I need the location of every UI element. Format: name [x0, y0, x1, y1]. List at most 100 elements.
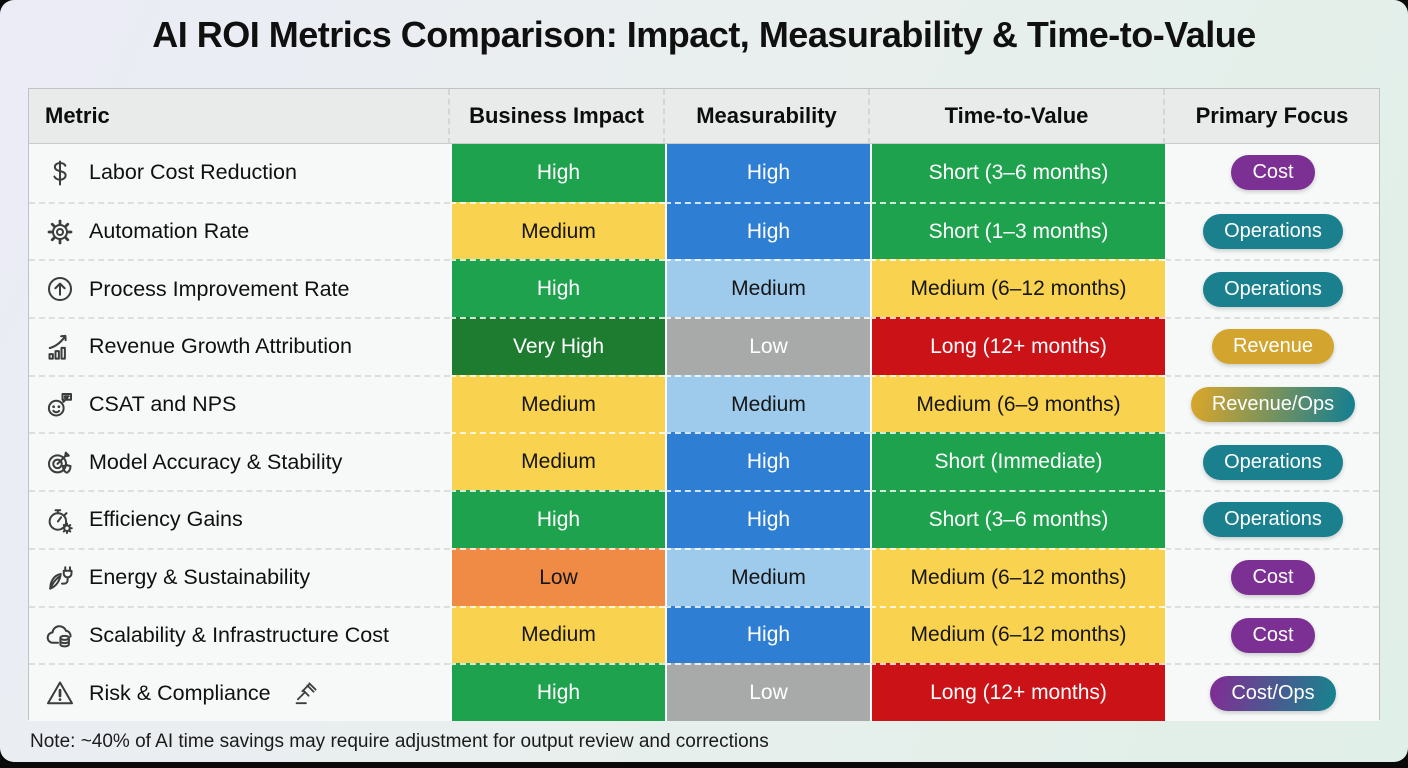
table-row: Efficiency Gains High High Short (3–6 mo…: [29, 490, 1379, 548]
cloud-database-icon: [44, 620, 76, 650]
focus-badge: Operations: [1203, 444, 1343, 480]
focus-badge: Cost: [1231, 617, 1315, 653]
metric-cell: Revenue Growth Attribution: [29, 317, 450, 375]
metric-label: Energy & Sustainability: [89, 565, 311, 590]
gear-icon: [44, 217, 76, 247]
column-header-primary-focus: Primary Focus: [1165, 89, 1379, 144]
measurability-cell: High: [665, 605, 870, 664]
time-to-value-cell: Short (3–6 months): [870, 490, 1165, 548]
business-impact-cell: Very High: [450, 317, 665, 375]
metric-cell: Labor Cost Reduction: [29, 144, 450, 202]
primary-focus-cell: Cost: [1165, 547, 1379, 606]
metric-cell: Automation Rate: [29, 201, 450, 260]
time-to-value-cell: Short (Immediate): [870, 432, 1165, 491]
focus-badge: Cost/Ops: [1210, 675, 1336, 711]
measurability-cell: High: [665, 201, 870, 260]
table-row: Energy & Sustainability Low Medium Mediu…: [29, 547, 1379, 606]
business-impact-cell: High: [450, 663, 665, 721]
target-dart-shield-icon: [44, 447, 76, 477]
column-header-time-to-value: Time-to-Value: [870, 89, 1165, 144]
table-row: Automation Rate Medium High Short (1–3 m…: [29, 201, 1379, 260]
arrow-up-circle-icon: [44, 274, 76, 304]
dollar-icon: [44, 158, 76, 188]
time-to-value-cell: Short (1–3 months): [870, 201, 1165, 260]
business-impact-cell: High: [450, 144, 665, 202]
business-impact-cell: Medium: [450, 374, 665, 433]
primary-focus-cell: Revenue/Ops: [1165, 374, 1379, 433]
business-impact-cell: Medium: [450, 605, 665, 664]
table-row: Labor Cost Reduction High High Short (3–…: [29, 144, 1379, 202]
time-to-value-cell: Long (12+ months): [870, 317, 1165, 375]
measurability-cell: High: [665, 432, 870, 491]
business-impact-cell: Low: [450, 547, 665, 606]
metric-cell: Scalability & Infrastructure Cost: [29, 605, 450, 664]
time-to-value-cell: Long (12+ months): [870, 663, 1165, 721]
primary-focus-cell: Operations: [1165, 259, 1379, 318]
time-to-value-cell: Medium (6–9 months): [870, 374, 1165, 433]
column-header-business-impact: Business Impact: [450, 89, 665, 144]
focus-badge: Cost: [1231, 155, 1315, 191]
metric-label: Process Improvement Rate: [89, 276, 350, 301]
focus-badge: Revenue/Ops: [1190, 387, 1356, 423]
table-header-row: Metric Business Impact Measurability Tim…: [29, 89, 1379, 144]
metric-cell: Model Accuracy & Stability: [29, 432, 450, 491]
measurability-cell: High: [665, 144, 870, 202]
measurability-cell: Medium: [665, 259, 870, 318]
metric-label: Revenue Growth Attribution: [89, 334, 352, 359]
measurability-cell: High: [665, 490, 870, 548]
metric-label: Labor Cost Reduction: [89, 160, 297, 185]
metric-label: Efficiency Gains: [89, 507, 243, 532]
comparison-table: Metric Business Impact Measurability Tim…: [28, 88, 1380, 721]
smiley-comment-icon: [44, 390, 76, 420]
metric-label: CSAT and NPS: [89, 392, 237, 417]
measurability-cell: Low: [665, 663, 870, 721]
primary-focus-cell: Operations: [1165, 201, 1379, 260]
leaf-plug-icon: [44, 563, 76, 593]
measurability-cell: Medium: [665, 547, 870, 606]
table-row: Revenue Growth Attribution Very High Low…: [29, 317, 1379, 375]
primary-focus-cell: Revenue: [1165, 317, 1379, 375]
business-impact-cell: Medium: [450, 432, 665, 491]
table-row: Process Improvement Rate High Medium Med…: [29, 259, 1379, 318]
column-header-metric: Metric: [29, 89, 450, 144]
primary-focus-cell: Cost/Ops: [1165, 663, 1379, 721]
focus-badge: Operations: [1203, 214, 1343, 250]
metric-label: Model Accuracy & Stability: [89, 449, 343, 474]
metric-label: Automation Rate: [89, 219, 250, 244]
primary-focus-cell: Operations: [1165, 432, 1379, 491]
focus-badge: Revenue: [1211, 329, 1335, 365]
metric-cell: Risk & Compliance: [29, 663, 450, 721]
measurability-cell: Low: [665, 317, 870, 375]
metric-cell: CSAT and NPS: [29, 374, 450, 433]
warning-triangle-icon: [44, 678, 76, 708]
primary-focus-cell: Cost: [1165, 144, 1379, 202]
metric-cell: Energy & Sustainability: [29, 547, 450, 606]
gavel-icon: [292, 680, 319, 707]
primary-focus-cell: Cost: [1165, 605, 1379, 664]
measurability-cell: Medium: [665, 374, 870, 433]
time-to-value-cell: Medium (6–12 months): [870, 259, 1165, 318]
page-title: AI ROI Metrics Comparison: Impact, Measu…: [152, 14, 1256, 55]
metric-label: Scalability & Infrastructure Cost: [89, 622, 389, 647]
metric-cell: Efficiency Gains: [29, 490, 450, 548]
stopwatch-gear-icon: [44, 505, 76, 535]
business-impact-cell: High: [450, 490, 665, 548]
focus-badge: Cost: [1231, 560, 1315, 596]
focus-badge: Operations: [1203, 271, 1343, 307]
table-row: CSAT and NPS Medium Medium Medium (6–9 m…: [29, 374, 1379, 433]
time-to-value-cell: Short (3–6 months): [870, 144, 1165, 202]
growth-chart-icon: [44, 332, 76, 362]
business-impact-cell: Medium: [450, 201, 665, 260]
primary-focus-cell: Operations: [1165, 490, 1379, 548]
table-row: Scalability & Infrastructure Cost Medium…: [29, 605, 1379, 664]
metric-cell: Process Improvement Rate: [29, 259, 450, 318]
table-row: Risk & Compliance High Low Long (12+ mon…: [29, 663, 1379, 721]
metric-label: Risk & Compliance: [89, 680, 271, 705]
column-header-measurability: Measurability: [665, 89, 870, 144]
business-impact-cell: High: [450, 259, 665, 318]
footnote: Note: ~40% of AI time savings may requir…: [30, 731, 769, 752]
focus-badge: Operations: [1203, 502, 1343, 538]
table-row: Model Accuracy & Stability Medium High S…: [29, 432, 1379, 491]
time-to-value-cell: Medium (6–12 months): [870, 605, 1165, 664]
